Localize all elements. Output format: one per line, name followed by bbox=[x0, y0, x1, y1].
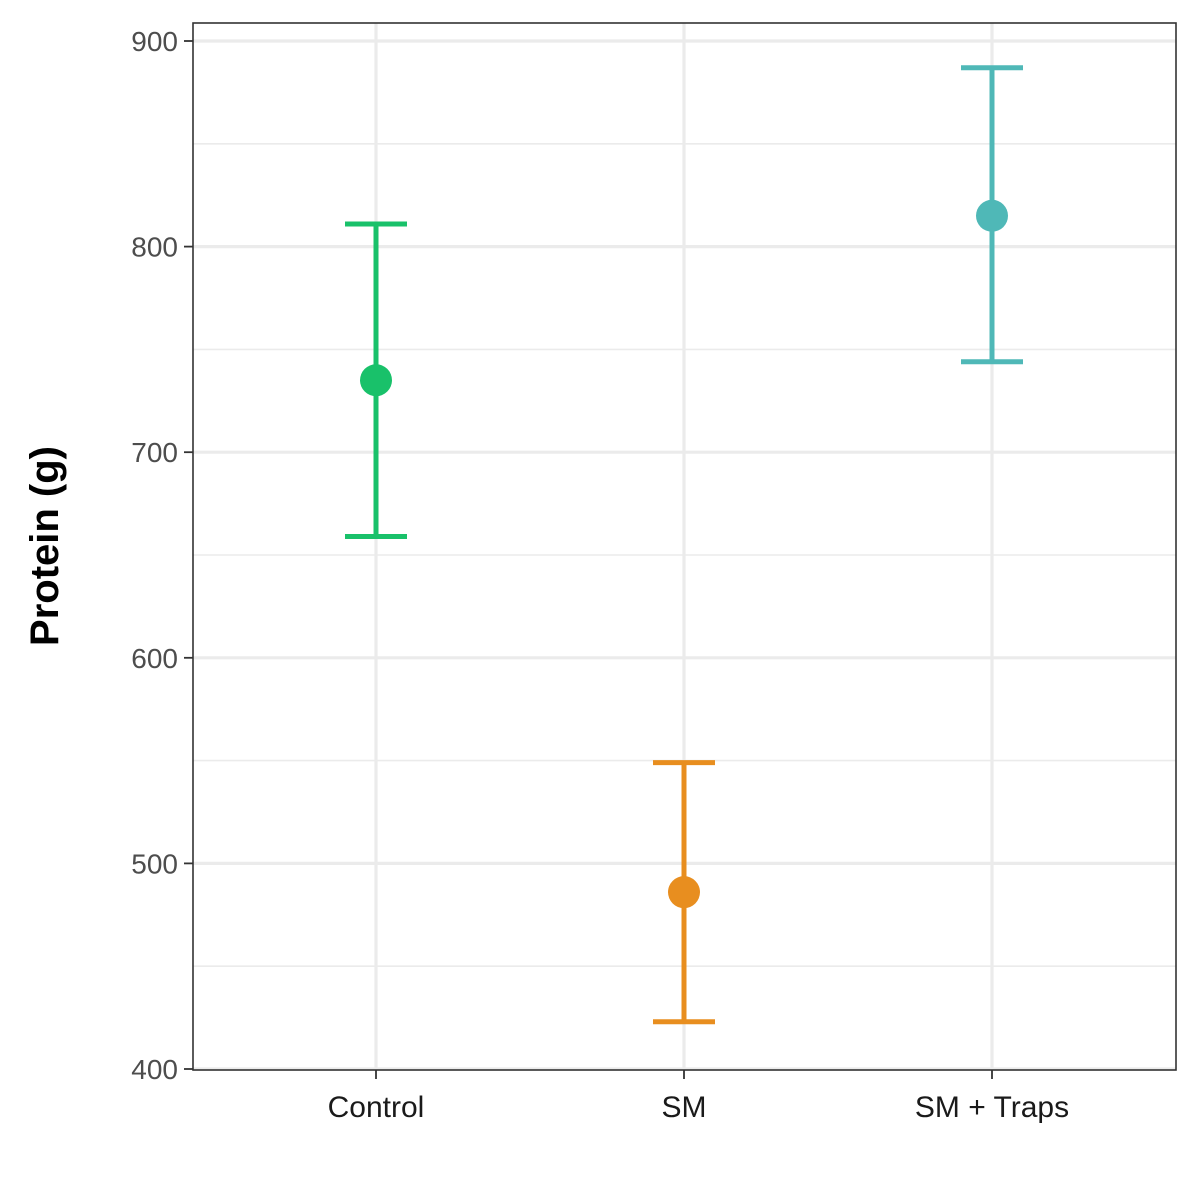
x-axis-ticks: Control SM SM + Traps bbox=[328, 1070, 1069, 1124]
y-tick-label-700: 700 bbox=[131, 437, 178, 468]
point-2 bbox=[976, 199, 1008, 232]
point-1 bbox=[668, 876, 700, 909]
point-group-2 bbox=[961, 65, 1023, 365]
y-tick-label-500: 500 bbox=[131, 848, 178, 879]
y-axis-title: Protein (g) bbox=[23, 446, 67, 646]
y-tick-label-900: 900 bbox=[131, 26, 178, 57]
x-tick-label-1: SM bbox=[662, 1091, 707, 1124]
x-tick-label-0: Control bbox=[328, 1091, 425, 1124]
y-axis-ticks: 400 500 600 700 800 900 bbox=[131, 26, 193, 1085]
point-0 bbox=[360, 364, 392, 397]
y-tick-label-600: 600 bbox=[131, 643, 178, 674]
point-group-0 bbox=[345, 221, 407, 539]
y-tick-label-400: 400 bbox=[131, 1054, 178, 1085]
data-marks bbox=[345, 65, 1023, 1025]
y-tick-label-800: 800 bbox=[131, 232, 178, 263]
point-group-1 bbox=[653, 760, 715, 1025]
x-tick-label-2: SM + Traps bbox=[915, 1091, 1069, 1124]
